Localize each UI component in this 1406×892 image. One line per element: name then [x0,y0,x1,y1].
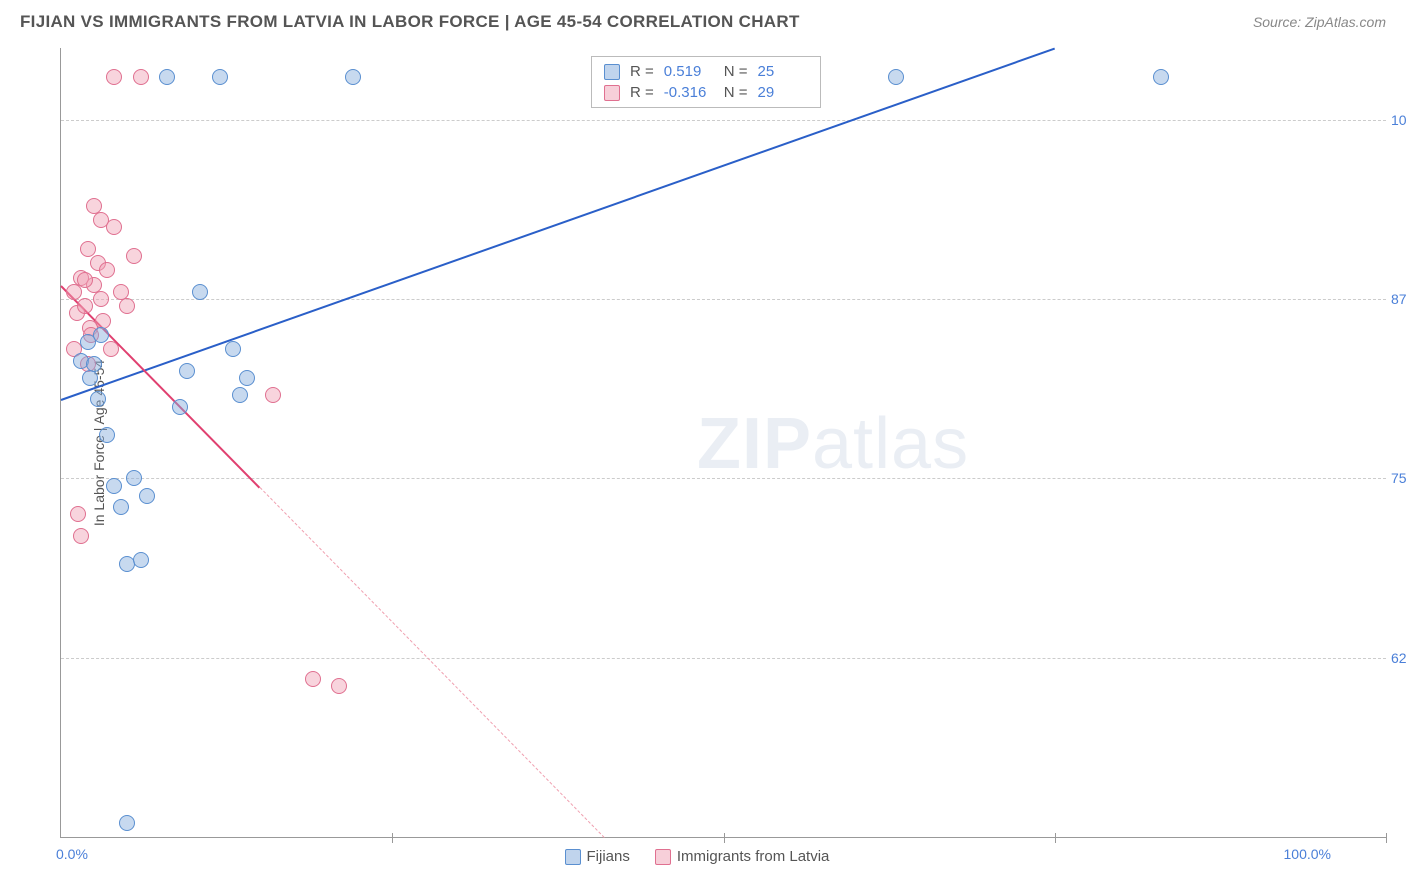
data-point [93,327,109,343]
y-tick-label: 87.5% [1391,291,1406,307]
data-point [159,69,175,85]
swatch-blue-icon [565,849,581,865]
data-point [90,391,106,407]
data-point [77,298,93,314]
data-point [212,69,228,85]
data-point [126,470,142,486]
data-point [133,552,149,568]
chart-legend: Fijians Immigrants from Latvia [565,848,830,865]
data-point [93,291,109,307]
data-point [86,356,102,372]
data-point [119,815,135,831]
n-value-fijians: 25 [758,63,808,80]
data-point [119,298,135,314]
y-tick-label: 62.5% [1391,650,1406,666]
data-point [106,69,122,85]
data-point [179,363,195,379]
x-tick [1055,833,1056,843]
n-value-latvia: 29 [758,84,808,101]
stats-row-latvia: R = -0.316 N = 29 [604,82,808,103]
data-point [139,488,155,504]
watermark: ZIPatlas [697,403,969,485]
swatch-pink-icon [655,849,671,865]
r-label: R = [630,63,654,80]
data-point [103,341,119,357]
data-point [77,272,93,288]
regression-line [259,487,604,838]
data-point [80,241,96,257]
legend-item-latvia: Immigrants from Latvia [655,848,830,865]
data-point [192,284,208,300]
swatch-blue-icon [604,64,620,80]
data-point [239,370,255,386]
data-point [126,248,142,264]
chart-title: FIJIAN VS IMMIGRANTS FROM LATVIA IN LABO… [20,12,800,32]
legend-label: Fijians [587,848,630,865]
data-point [331,678,347,694]
scatter-chart: In Labor Force | Age 45-54 ZIPatlas R = … [60,48,1386,838]
gridline [61,299,1386,300]
data-point [99,427,115,443]
swatch-pink-icon [604,85,620,101]
r-label: R = [630,84,654,101]
gridline [61,120,1386,121]
data-point [99,262,115,278]
data-point [345,69,361,85]
source-attribution: Source: ZipAtlas.com [1253,14,1386,30]
r-value-latvia: -0.316 [664,84,714,101]
data-point [172,399,188,415]
data-point [70,506,86,522]
data-point [305,671,321,687]
legend-item-fijians: Fijians [565,848,630,865]
data-point [232,387,248,403]
x-tick [1386,833,1387,843]
r-value-fijians: 0.519 [664,63,714,80]
data-point [93,212,109,228]
data-point [133,69,149,85]
data-point [1153,69,1169,85]
x-tick [392,833,393,843]
gridline [61,658,1386,659]
stats-row-fijians: R = 0.519 N = 25 [604,61,808,82]
regression-line [61,48,1055,401]
data-point [265,387,281,403]
data-point [82,370,98,386]
legend-label: Immigrants from Latvia [677,848,830,865]
correlation-stats-box: R = 0.519 N = 25 R = -0.316 N = 29 [591,56,821,108]
x-tick [724,833,725,843]
gridline [61,478,1386,479]
n-label: N = [724,63,748,80]
x-axis-max-label: 100.0% [1284,846,1331,862]
data-point [113,499,129,515]
y-tick-label: 100.0% [1391,112,1406,128]
y-tick-label: 75.0% [1391,470,1406,486]
data-point [106,478,122,494]
x-axis-min-label: 0.0% [56,846,88,862]
n-label: N = [724,84,748,101]
data-point [225,341,241,357]
data-point [888,69,904,85]
data-point [73,528,89,544]
